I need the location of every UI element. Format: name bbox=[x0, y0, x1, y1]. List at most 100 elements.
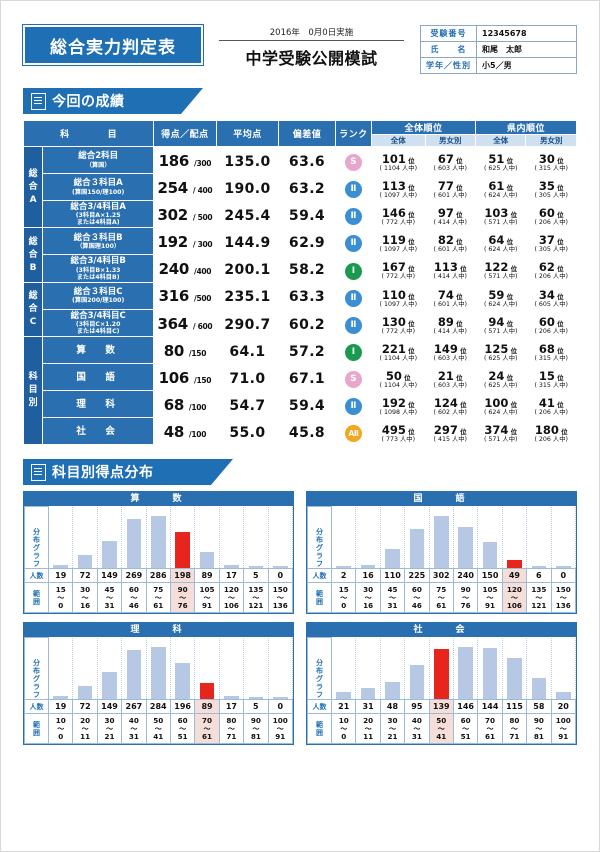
rank-pref-all-cell: 61 位( 624 人中) bbox=[474, 173, 527, 201]
rank-pref-gender-cell: 15 位( 315 人中) bbox=[525, 363, 577, 392]
rank-nat-all-cell: 50 位( 1104 人中) bbox=[371, 363, 426, 392]
count-cell: 16 bbox=[355, 568, 381, 584]
range-row: 範囲 10 〜 0 20 〜 11 30 〜 21 40 〜 31 50 〜 41 60 〜 51 70 〜 61 80 〜 7… bbox=[307, 713, 577, 745]
count-cell: 17 bbox=[218, 699, 245, 715]
student-info-row: 氏 名和尾 太郎 bbox=[420, 41, 577, 58]
bar-cell bbox=[218, 506, 245, 569]
bar bbox=[151, 647, 166, 700]
student-info-value: 和尾 太郎 bbox=[476, 41, 577, 58]
rank-badge: S bbox=[334, 363, 373, 392]
bar-cell bbox=[452, 637, 479, 700]
score-cell: 80 /150 bbox=[153, 336, 217, 365]
table-row: 総合 B 総合３科目B （算国理100） 192 / 300 144.9 62.9 Ⅱ 119 … bbox=[22, 227, 577, 283]
rank-pref-gender-cell: 34 位( 605 人中) bbox=[525, 281, 577, 310]
chart-title: 算 数 bbox=[24, 492, 293, 507]
bar bbox=[199, 683, 215, 700]
rank-nat-gender-cell: 149 位( 603 人中) bbox=[424, 336, 476, 365]
bar-cell bbox=[194, 506, 220, 569]
count-cell: 0 bbox=[267, 568, 294, 584]
bar bbox=[336, 692, 351, 700]
rank-pref-gender-cell: 37 位( 305 人中) bbox=[525, 227, 577, 256]
range-cell: 60 〜 51 bbox=[452, 713, 479, 745]
average-cell: 135.0 bbox=[215, 146, 280, 174]
bar-cell bbox=[404, 506, 430, 569]
section-banner-label: 科目別得点分布 bbox=[52, 465, 154, 482]
score-cell: 302 / 500 bbox=[153, 199, 217, 229]
count-axis-label: 人数 bbox=[24, 568, 49, 584]
range-cell: 120 〜 106 bbox=[218, 582, 245, 614]
rank-pref-all-cell: 122 位( 571 人中) bbox=[474, 254, 527, 283]
average-cell: 290.7 bbox=[215, 308, 280, 338]
range-cell: 90 〜 76 bbox=[452, 582, 479, 614]
bar bbox=[482, 648, 498, 700]
th-subject: 科 目 bbox=[22, 120, 155, 147]
score-cell: 240 /400 bbox=[153, 254, 217, 283]
average-cell: 235.1 bbox=[215, 281, 280, 310]
table-row: 総合 A 総合2科目 （算国） 186 /300 135.0 63.6 S 101 位( 110… bbox=[22, 145, 577, 229]
distribution-chart: 理 科分布グラフ人数 19 72 149 267 284 196 89 17 5 0 範囲 10 〜 0 20… bbox=[23, 622, 294, 746]
th-national-rank: 全体順位 bbox=[371, 120, 476, 135]
range-cell: 15 〜 0 bbox=[47, 582, 74, 614]
table-row: 国 語 106 /150 71.0 67.1 S 50 位( 1104 人中) 21 位( … bbox=[24, 363, 577, 392]
average-cell: 54.7 bbox=[215, 390, 280, 419]
rank-pref-gender-cell: 60 位( 206 人中) bbox=[525, 308, 577, 338]
count-axis-label: 人数 bbox=[307, 699, 332, 715]
table-header-row: 科 目得点／配点 平均点 偏差値 ランク 全体順位 県内順位 bbox=[22, 120, 578, 147]
th-rank: ランク bbox=[334, 120, 373, 147]
th-average: 平均点 bbox=[215, 120, 280, 147]
rank-pref-all-cell: 59 位( 624 人中) bbox=[474, 281, 527, 310]
bar-cell bbox=[477, 506, 503, 569]
count-cell: 95 bbox=[404, 699, 430, 715]
rank-nat-gender-cell: 67 位( 603 人中) bbox=[424, 146, 476, 174]
bar bbox=[385, 682, 400, 700]
rank-nat-gender-cell: 21 位( 603 人中) bbox=[424, 363, 476, 392]
range-cell: 105 〜 91 bbox=[194, 582, 220, 614]
rank-pref-gender-cell: 30 位( 315 人中) bbox=[525, 146, 577, 174]
rank-pref-gender-cell: 62 位( 206 人中) bbox=[525, 254, 577, 283]
bar-cell bbox=[501, 506, 528, 569]
deviation-cell: 67.1 bbox=[278, 363, 336, 392]
rank-nat-gender-cell: 74 位( 601 人中) bbox=[424, 281, 476, 310]
count-cell: 5 bbox=[243, 699, 269, 715]
rank-nat-all-cell: 495 位( 773 人中) bbox=[371, 417, 426, 446]
score-cell: 364 / 600 bbox=[153, 308, 217, 338]
count-cell: 139 bbox=[428, 699, 454, 715]
count-cell: 49 bbox=[501, 568, 528, 584]
range-cell: 75 〜 61 bbox=[428, 582, 454, 614]
score-cell: 316 /500 bbox=[153, 281, 217, 310]
bar bbox=[77, 686, 93, 700]
bar-cell bbox=[267, 506, 294, 569]
range-cell: 30 〜 21 bbox=[379, 713, 406, 745]
count-cell: 196 bbox=[169, 699, 196, 715]
th-nat-gender: 男女別 bbox=[424, 134, 476, 147]
bar-cell bbox=[330, 506, 357, 569]
bar bbox=[385, 549, 400, 569]
rank-nat-all-cell: 167 位( 772 人中) bbox=[371, 254, 426, 283]
document-check-icon bbox=[31, 463, 46, 481]
bar-cell bbox=[194, 637, 220, 700]
range-row: 範囲 15 〜 0 30 〜 16 45 〜 31 60 〜 46 75 〜 61 90 〜 76 105 〜 91 120… bbox=[307, 582, 577, 614]
rank-nat-gender-cell: 89 位( 414 人中) bbox=[424, 308, 476, 338]
count-cell: 0 bbox=[267, 699, 294, 715]
distribution-table: 分布グラフ人数 19 72 149 269 286 198 89 17 5 0 範囲 15 〜 0 30 〜 16… bbox=[24, 506, 294, 614]
deviation-cell: 63.6 bbox=[278, 146, 336, 174]
bar bbox=[199, 552, 215, 569]
count-cell: 115 bbox=[501, 699, 528, 715]
subject-label: 国 語 bbox=[42, 363, 155, 392]
count-cell: 286 bbox=[145, 568, 171, 584]
count-cell: 58 bbox=[526, 699, 552, 715]
range-axis-label: 範囲 bbox=[307, 713, 332, 745]
count-cell: 284 bbox=[145, 699, 171, 715]
count-cell: 31 bbox=[355, 699, 381, 715]
bar bbox=[77, 555, 93, 569]
bar-cell bbox=[121, 637, 147, 700]
chart-title: 国 語 bbox=[307, 492, 576, 507]
bar bbox=[151, 516, 166, 569]
bar bbox=[102, 672, 117, 700]
rank-badge: Ⅱ bbox=[334, 173, 373, 201]
range-cell: 10 〜 0 bbox=[47, 713, 74, 745]
section-banner-label: 今回の成績 bbox=[52, 94, 125, 110]
rank-badge: S bbox=[334, 146, 373, 174]
